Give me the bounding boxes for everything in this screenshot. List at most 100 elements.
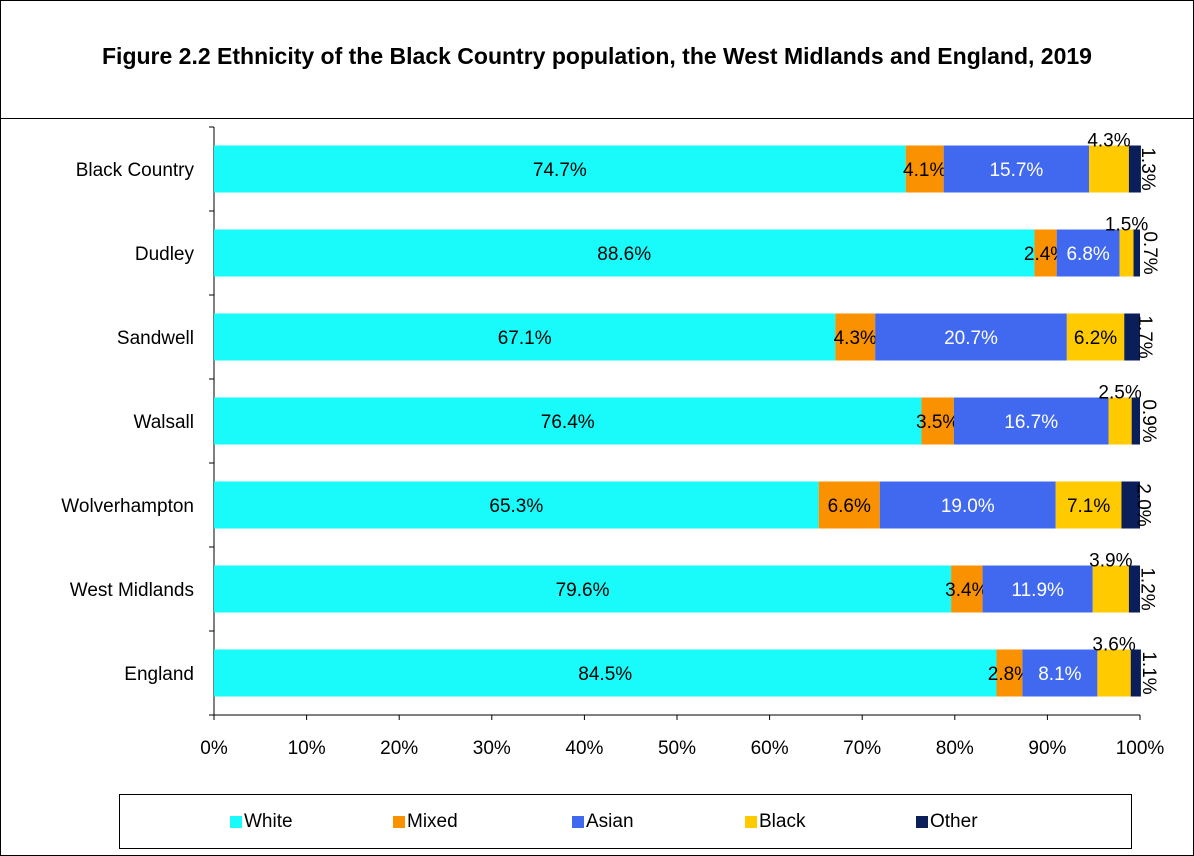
chart-title: Figure 2.2 Ethnicity of the Black Countr…: [102, 43, 1092, 69]
data-label: 6.2%: [1074, 328, 1117, 349]
legend-item-other: Other: [916, 811, 978, 833]
bar-segment-white: [214, 397, 922, 445]
bar-segment-white: [214, 145, 906, 193]
legend-swatch: [230, 816, 242, 828]
bar-segment-other: [1124, 313, 1140, 361]
data-label: 65.3%: [489, 496, 543, 517]
data-label: 19.0%: [941, 496, 995, 517]
bar-segment-mixed: [921, 397, 954, 445]
data-label: 16.7%: [1004, 412, 1058, 433]
bar-segment-other: [1133, 229, 1140, 277]
data-label: 20.7%: [944, 328, 998, 349]
bar-segment-white: [214, 229, 1035, 277]
bar-segment-white: [214, 649, 997, 697]
bar-segment-black: [1097, 649, 1131, 697]
bar-segment-white: [214, 565, 952, 613]
data-label: 3.6%: [1092, 635, 1135, 656]
data-label: 0.7%: [1139, 231, 1160, 274]
data-label: 79.6%: [556, 580, 610, 601]
legend-label: White: [244, 811, 293, 832]
data-label: 11.9%: [1011, 580, 1064, 601]
legend-label: Asian: [586, 811, 634, 832]
x-tick-label: 60%: [751, 738, 789, 759]
bar-segment-white: [214, 313, 836, 361]
legend-label: Other: [930, 811, 978, 832]
category-label: Sandwell: [117, 328, 194, 349]
data-label: 3.4%: [945, 580, 988, 601]
bar-segment-mixed: [835, 313, 876, 361]
data-label: 6.6%: [828, 496, 871, 517]
category-label: West Midlands: [70, 580, 194, 601]
x-tick-label: 0%: [200, 738, 228, 759]
x-tick-label: 70%: [843, 738, 881, 759]
data-label: 3.9%: [1089, 551, 1132, 572]
data-label: 1.2%: [1136, 567, 1157, 610]
stacked-bar-chart: 0% 10% 20% 30% 40% 50% 60% 70% 80% 90% 100% Black C…: [61, 126, 1164, 759]
legend-swatch: [393, 816, 405, 828]
bar-segment-black: [1055, 481, 1122, 529]
legend-item-mixed: Mixed: [393, 811, 458, 833]
data-label: 88.6%: [597, 244, 651, 265]
legend-label: Mixed: [407, 811, 458, 832]
bar-segment-asian: [879, 481, 1056, 529]
category-label: Walsall: [133, 412, 194, 433]
x-tick-label: 40%: [565, 738, 603, 759]
data-label: 4.1%: [903, 160, 946, 181]
x-tick-label: 80%: [936, 738, 974, 759]
data-label: 0.9%: [1138, 399, 1159, 442]
data-label: 2.0%: [1133, 483, 1154, 526]
bar-segment-other: [1130, 649, 1141, 697]
data-label: 67.1%: [498, 328, 552, 349]
data-label: 74.7%: [533, 160, 587, 181]
bar-segment-black: [1108, 397, 1132, 445]
category-label: Wolverhampton: [61, 496, 194, 517]
x-tick-label: 10%: [288, 738, 326, 759]
data-label: 84.5%: [578, 664, 632, 685]
data-label: 2.4%: [1024, 244, 1067, 265]
x-tick-label: 50%: [658, 738, 696, 759]
data-label: 7.1%: [1067, 496, 1110, 517]
legend-label: Black: [759, 811, 806, 832]
x-tick-label: 30%: [473, 738, 511, 759]
category-label: England: [124, 664, 194, 685]
plot-area: 0% 10% 20% 30% 40% 50% 60% 70% 80% 90% 100% Black C…: [61, 126, 1164, 759]
bar-segment-black: [1119, 229, 1134, 277]
data-label: 6.8%: [1066, 244, 1109, 265]
data-label: 3.5%: [916, 412, 959, 433]
legend-item-asian: Asian: [572, 811, 634, 833]
bar-segment-black: [1066, 313, 1125, 361]
data-label: 1.1%: [1138, 651, 1159, 694]
legend-swatch: [745, 816, 757, 828]
bar-segment-other: [1131, 397, 1140, 445]
legend-swatch: [916, 816, 928, 828]
data-label: 1.3%: [1137, 147, 1158, 190]
data-label: 2.8%: [988, 664, 1031, 685]
legend-swatch: [572, 816, 584, 828]
data-label: 2.5%: [1098, 383, 1141, 404]
category-label: Black Country: [76, 160, 195, 181]
bar-segment-other: [1121, 481, 1140, 529]
x-tick-label: 90%: [1028, 738, 1066, 759]
data-label: 1.7%: [1134, 315, 1155, 358]
bar-segment-mixed: [1034, 229, 1057, 277]
data-label: 4.3%: [1087, 131, 1130, 152]
bar-segment-asian: [953, 397, 1109, 445]
bar-segment-asian: [1022, 649, 1098, 697]
bar-segment-asian: [943, 145, 1090, 193]
data-label: 15.7%: [989, 160, 1043, 181]
bar-segment-asian: [875, 313, 1067, 361]
category-label: Dudley: [135, 244, 195, 265]
x-tick-label: 20%: [380, 738, 418, 759]
legend-item-white: White: [230, 811, 293, 833]
legend-item-black: Black: [745, 811, 805, 833]
legend: White Mixed Asian Black Other: [119, 794, 1132, 849]
bar-segment-white: [214, 481, 819, 529]
data-label: 4.3%: [834, 328, 877, 349]
bar-segment-other: [1128, 145, 1141, 193]
bar-segment-mixed: [996, 649, 1023, 697]
bar-segment-asian: [982, 565, 1093, 613]
data-label: 76.4%: [541, 412, 595, 433]
bar-segment-mixed: [905, 145, 944, 193]
bar-segment-other: [1128, 565, 1140, 613]
